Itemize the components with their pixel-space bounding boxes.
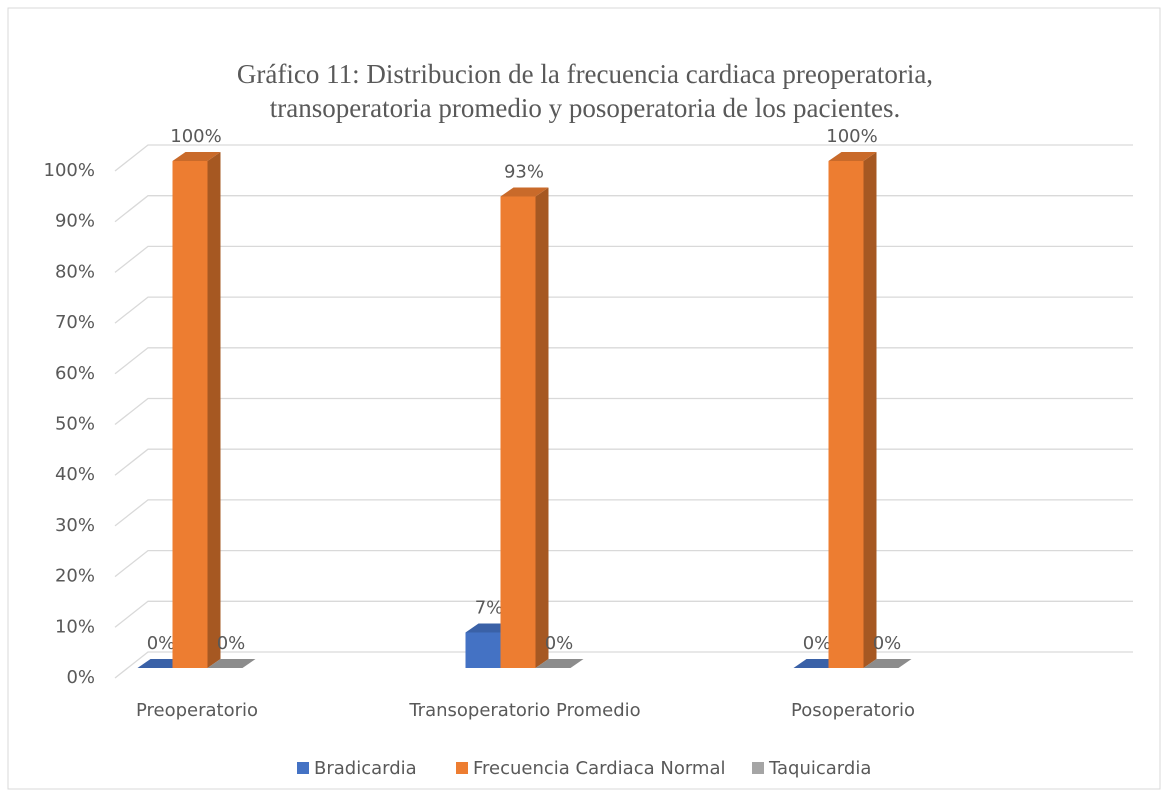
- legend-label: Frecuencia Cardiaca Normal: [473, 758, 725, 779]
- bar-face: [465, 632, 501, 668]
- y-tick-label: 50%: [55, 414, 95, 435]
- x-tick-label: Preoperatorio: [136, 700, 258, 721]
- legend-swatch: [752, 762, 764, 774]
- bar-face: [207, 152, 221, 668]
- bar-face: [500, 196, 536, 669]
- bar: [863, 659, 912, 668]
- y-tick-label: 40%: [55, 464, 95, 485]
- y-tick-label: 90%: [55, 211, 95, 232]
- grid-line: [114, 651, 1133, 679]
- data-label: 93%: [504, 161, 544, 182]
- y-tick-label: 30%: [55, 515, 95, 536]
- bar-face: [828, 161, 864, 668]
- bar: [828, 152, 877, 668]
- bar-face: [172, 161, 208, 668]
- grid-line: [114, 144, 1133, 172]
- grid-line: [114, 296, 1133, 324]
- grid-line: [114, 448, 1133, 476]
- y-tick-label: 20%: [55, 566, 95, 587]
- chart-title: Gráfico 11: Distribucion de la frecuenci…: [237, 59, 933, 89]
- bar: [535, 659, 584, 668]
- bar-face: [828, 152, 877, 161]
- grid-line: [114, 397, 1133, 426]
- data-label: 7%: [475, 598, 504, 619]
- bar-face: [535, 659, 584, 668]
- grid-line: [114, 347, 1133, 375]
- data-label: 0%: [147, 633, 176, 654]
- bar: [172, 152, 221, 668]
- bar-face: [863, 659, 912, 668]
- grid-line: [114, 195, 1133, 223]
- grid-line: [114, 245, 1133, 273]
- grid-line: [114, 600, 1133, 628]
- bar: [207, 659, 256, 668]
- data-label: 100%: [826, 126, 877, 147]
- bar-face: [172, 152, 221, 161]
- x-tick-label: Transoperatorio Promedio: [408, 700, 640, 721]
- grid-line: [114, 549, 1133, 578]
- chart-title: transoperatoria promedio y posoperatoria…: [270, 93, 901, 123]
- bar-face: [863, 152, 877, 668]
- data-label: 0%: [803, 633, 832, 654]
- bar-face: [535, 187, 549, 669]
- data-label: 0%: [873, 633, 902, 654]
- data-label: 0%: [545, 633, 574, 654]
- data-label: 100%: [170, 126, 221, 147]
- data-label: 0%: [217, 633, 246, 654]
- x-tick-label: Posoperatorio: [791, 700, 915, 721]
- legend-swatch: [297, 762, 309, 774]
- y-tick-label: 60%: [55, 363, 95, 384]
- y-tick-label: 0%: [66, 667, 95, 688]
- y-tick-label: 10%: [55, 616, 95, 637]
- grid-line: [114, 499, 1133, 527]
- y-tick-label: 70%: [55, 312, 95, 333]
- legend-label: Bradicardia: [314, 758, 417, 779]
- y-tick-label: 100%: [44, 160, 95, 181]
- legend-label: Taquicardia: [768, 758, 871, 779]
- legend-swatch: [456, 762, 468, 774]
- bar-face: [500, 187, 549, 197]
- bar-face: [207, 659, 256, 668]
- bar: [500, 187, 549, 669]
- y-tick-label: 80%: [55, 261, 95, 282]
